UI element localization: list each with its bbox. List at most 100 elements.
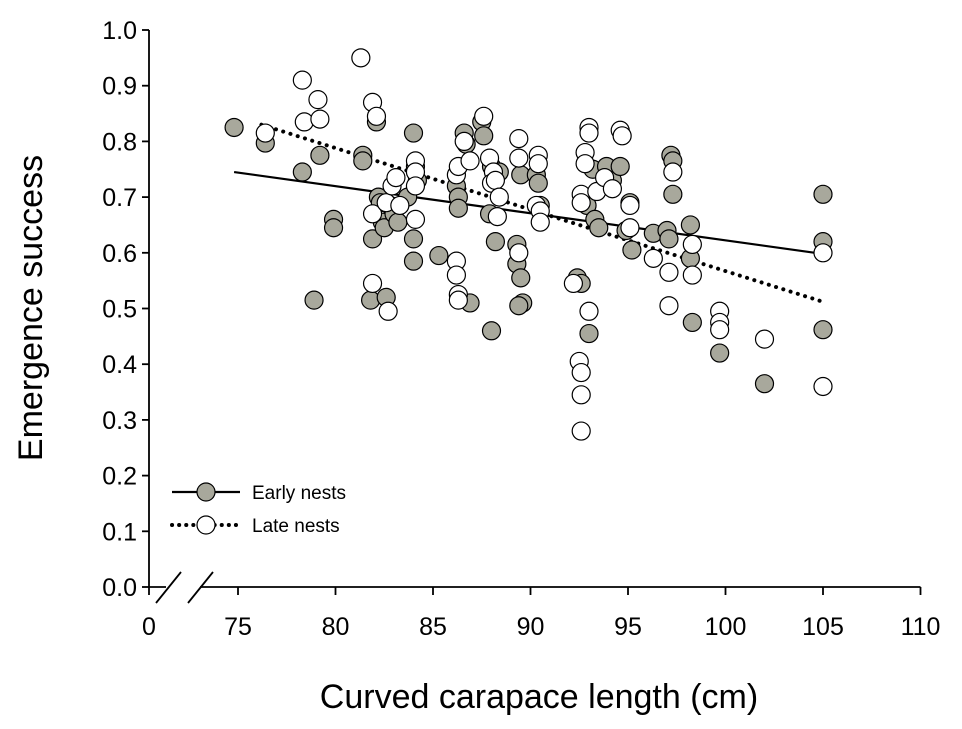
x-tick-label: 75 [224,613,252,641]
data-point-early [663,184,683,204]
data-point-early [682,312,702,333]
data-point-late [579,301,599,321]
legend-label-early: Early nests [252,483,346,504]
data-point-late [489,187,509,207]
data-point-late [659,296,679,316]
data-point-late [509,243,529,263]
legend-marker-late [196,515,216,535]
data-point-late [405,176,426,196]
y-tick-label: 0.1 [102,518,137,546]
data-point-early [813,320,833,340]
data-point-late [682,234,702,255]
y-tick-label: 0.6 [102,240,137,268]
data-point-late [454,131,474,151]
data-point-early [579,323,599,344]
y-tick-label: 0.7 [102,184,137,212]
data-point-late [386,168,406,188]
x-tick-label: 85 [419,613,447,641]
data-point-late [571,421,591,441]
legend-marker-early [196,482,216,502]
data-point-late [659,262,679,282]
axis-break-mark [155,571,182,604]
data-point-late [294,112,314,132]
data-point-early [474,126,494,146]
x-axis-title: Curved carapace length (cm) [320,678,758,716]
data-point-late [509,148,529,168]
data-point-late [308,90,328,110]
x-tick-label: 95 [614,613,642,641]
data-point-late [487,206,507,227]
data-point-early [361,290,381,310]
trend-line-early [233,170,824,256]
data-point-late [620,195,640,216]
data-point-early [680,215,701,235]
data-point-early [481,321,502,341]
data-point-early [403,251,424,271]
data-point-late [710,320,730,340]
tick-labels: 0.0 0.1 0.2 0.3 0.4 0.5 0.6 0.7 0.8 0.9 1.0 0 75 80 85… [102,17,940,641]
y-tick-label: 0.5 [102,296,137,324]
data-point-late [682,265,702,285]
data-point-late [405,209,426,229]
data-point-early [659,229,679,249]
data-point-early [224,117,244,138]
data-point-early [610,156,630,177]
x-tick-label: 110 [901,613,941,641]
data-point-early [403,229,424,249]
data-point-late [754,329,775,349]
data-point-early [292,162,312,182]
data-point-early [429,245,449,266]
data-point-late [643,248,663,268]
axis-break-mark [187,571,214,604]
x-tick-label: 100 [705,613,747,641]
y-tick-label: 1.0 [102,17,137,45]
y-tick-label: 0.3 [102,407,137,435]
data-point-late [310,109,330,129]
data-point-late [378,301,398,321]
data-point-late [255,123,275,143]
data-point-early [509,296,529,316]
y-tick-label: 0.2 [102,463,137,491]
data-point-late [530,212,550,232]
data-point-late [579,123,599,143]
data-point-early [403,123,424,143]
x-tick-label: 105 [802,613,844,641]
data-point-late [390,195,410,216]
data-point-late [460,151,480,171]
data-point-late [620,218,640,238]
legend: Early nests Late nests [170,482,346,537]
x-tick-label: 0 [142,613,156,641]
x-tick-label: 90 [517,613,545,641]
data-point-late [362,204,383,224]
data-point-late [362,273,383,294]
data-point-late [448,290,468,310]
y-tick-label: 0.9 [102,73,137,101]
data-point-early [622,240,642,260]
data-point-early [813,184,833,204]
data-point-late [351,48,371,68]
data-point-late [571,362,591,383]
data-point-late [663,162,683,182]
data-point-early [304,290,324,310]
data-point-early [511,268,531,288]
data-point-late [575,154,595,174]
data-point-early [589,218,609,238]
data-point-early [710,343,730,363]
data-point-late [528,154,548,174]
y-axis-title: Emergence success [12,155,50,461]
data-point-late [571,385,591,405]
data-point-late [474,106,494,126]
data-point-late [813,243,833,263]
data-point-late [602,179,623,199]
data-point-early [485,232,505,252]
data-point-early [362,229,383,249]
y-tick-label: 0.4 [102,351,137,379]
data-point-early [754,374,775,394]
data-point-early [353,151,373,171]
y-tick-label: 0.8 [102,128,137,156]
axes-layer [142,29,922,604]
data-point-early [448,198,468,218]
data-point-late [485,170,505,190]
